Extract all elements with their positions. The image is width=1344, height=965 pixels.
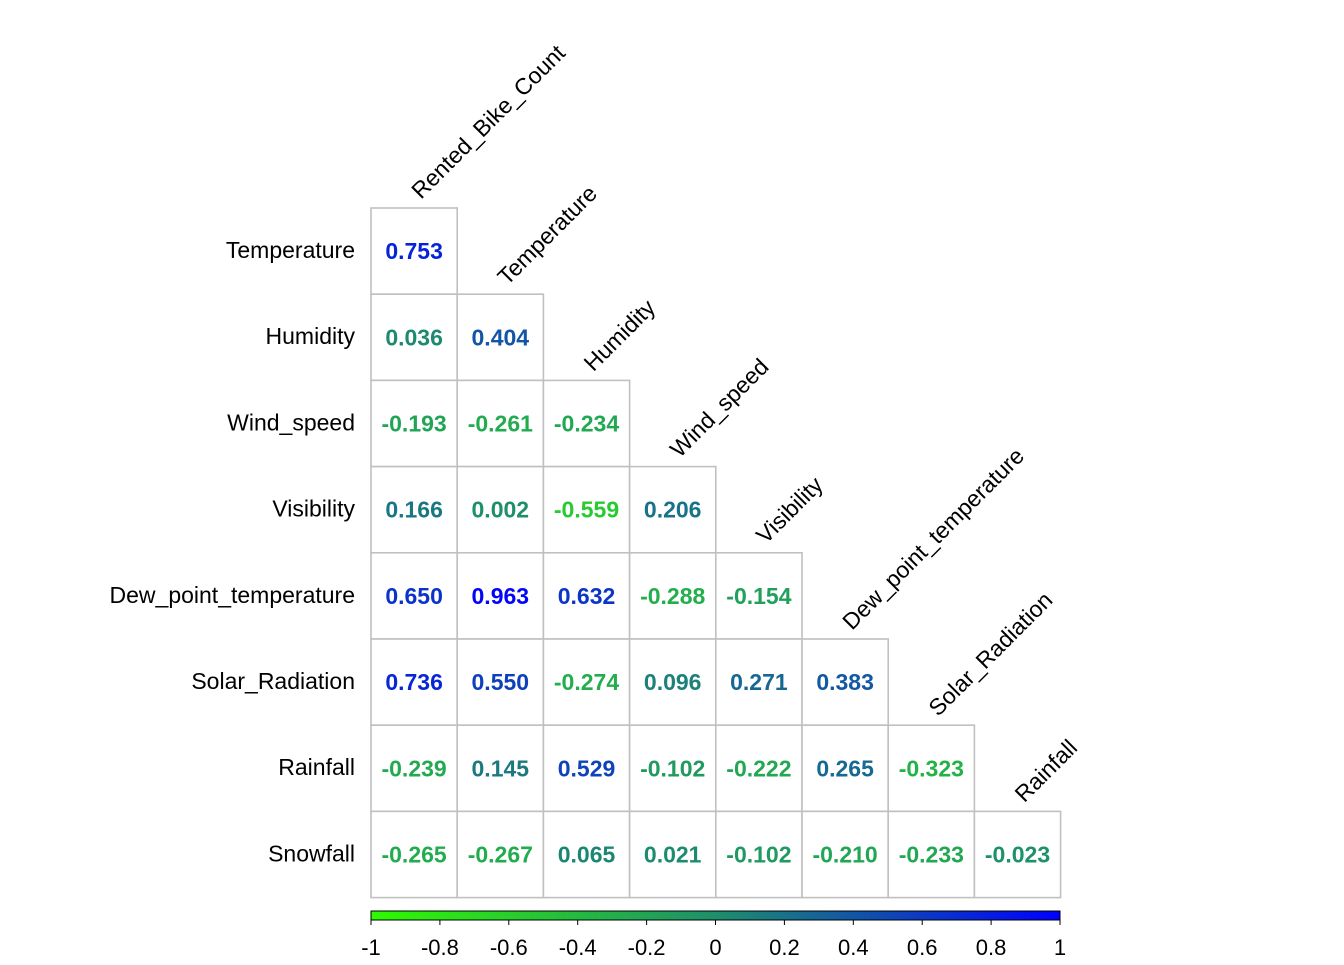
cell-value-label: 0.650: [385, 583, 443, 609]
cell-value-label: -0.267: [468, 842, 533, 868]
heatmap-cell: [370, 810, 458, 899]
cell-value-label: -0.239: [381, 755, 446, 781]
cell-value-label: -0.210: [812, 842, 877, 868]
column-label: Temperature: [492, 180, 602, 290]
column-label: Visibility: [751, 471, 828, 548]
heatmap-cell: [542, 810, 631, 899]
cell-value-label: 0.963: [472, 583, 530, 609]
row-label: Wind_speed: [227, 409, 355, 435]
row-label: Temperature: [226, 237, 355, 263]
heatmap-cell: [801, 810, 889, 899]
cell-value-label: -0.023: [985, 842, 1050, 868]
column-label: Solar_Radiation: [923, 587, 1057, 721]
cell-value-label: -0.559: [554, 497, 619, 523]
column-label: Wind_speed: [665, 353, 774, 462]
colorbar-tick-label: -1: [361, 935, 381, 960]
colorbar-tick-label: 0.8: [976, 935, 1007, 960]
colorbar-tick-label: 0: [709, 935, 721, 960]
heatmap-cell: [456, 638, 545, 726]
cell-value-label: 0.383: [816, 669, 874, 695]
colorbar: [370, 910, 1061, 921]
heatmap-cell: [370, 293, 458, 382]
heatmap-cell: [542, 379, 631, 468]
heatmap-cell: [456, 551, 545, 640]
cell-value-label: 0.206: [644, 497, 702, 523]
heatmap-cell: [370, 724, 458, 813]
colorbar-tick-label: 0.2: [769, 935, 800, 960]
row-label: Visibility: [272, 496, 355, 522]
column-label: Humidity: [579, 294, 661, 376]
colorbar-tick-label: 0.4: [838, 935, 869, 960]
heatmap-cell: [628, 465, 717, 554]
cell-value-label: -0.222: [726, 755, 791, 781]
cell-value-label: 0.632: [558, 583, 616, 609]
cell-value-label: 0.036: [385, 324, 443, 350]
heatmap-cell: [973, 810, 1062, 899]
cell-value-label: 0.271: [730, 669, 788, 695]
heatmap-cell: [628, 638, 717, 726]
row-label: Dew_point_temperature: [110, 582, 355, 608]
colorbar-tick-label: 0.6: [907, 935, 938, 960]
heatmap-cell: [628, 551, 717, 640]
heatmap-cell: [370, 207, 458, 295]
cell-value-label: -0.193: [381, 411, 446, 437]
colorbar-tick-label: -0.2: [628, 935, 666, 960]
cell-value-label: 0.021: [644, 842, 702, 868]
cell-value-label: -0.102: [640, 755, 705, 781]
cell-value-label: -0.233: [899, 842, 964, 868]
row-label: Snowfall: [268, 840, 355, 866]
cell-value-label: -0.154: [726, 583, 791, 609]
heatmap-cell: [456, 724, 545, 813]
heatmap-cell: [370, 638, 458, 726]
row-label: Rainfall: [278, 754, 355, 780]
cell-value-label: -0.234: [554, 411, 619, 437]
column-label: Rented_Bike_Count: [406, 39, 570, 203]
row-label: Solar_Radiation: [191, 668, 355, 694]
cell-value-label: -0.261: [468, 411, 533, 437]
colorbar-tick-label: -0.4: [559, 935, 597, 960]
cell-value-label: 0.166: [385, 497, 443, 523]
heatmap-cell: [542, 638, 631, 726]
colorbar-tick-label: -0.8: [421, 935, 459, 960]
cell-value-label: 0.145: [472, 755, 530, 781]
cell-value-label: 0.002: [472, 497, 530, 523]
heatmap-cell: [456, 293, 545, 382]
cell-value-label: -0.274: [554, 669, 619, 695]
column-label: Dew_point_temperature: [837, 443, 1029, 635]
cell-value-label: 0.753: [385, 238, 443, 264]
cell-value-label: 0.265: [816, 755, 874, 781]
heatmap-cell: [801, 724, 889, 813]
cell-value-label: 0.096: [644, 669, 702, 695]
cell-value-label: 0.404: [472, 324, 530, 350]
colorbar-tick-label: -0.6: [490, 935, 528, 960]
heatmap-cell: [456, 465, 545, 554]
heatmap-cell: [801, 638, 889, 726]
heatmap-cell: [714, 638, 803, 726]
heatmap-cell: [628, 724, 717, 813]
cell-value-label: -0.323: [899, 755, 964, 781]
heatmap-cell: [887, 810, 976, 899]
column-label: Rainfall: [1010, 734, 1083, 807]
cell-value-label: 0.736: [385, 669, 443, 695]
cell-value-label: 0.550: [472, 669, 530, 695]
heatmap-cell: [887, 724, 976, 813]
cell-value-label: -0.288: [640, 583, 705, 609]
cell-value-label: 0.529: [558, 755, 616, 781]
row-label: Humidity: [266, 323, 356, 349]
colorbar-tick-label: 1: [1054, 935, 1066, 960]
cell-value-label: -0.265: [381, 842, 446, 868]
cell-value-label: 0.065: [558, 842, 616, 868]
cell-value-label: -0.102: [726, 842, 791, 868]
